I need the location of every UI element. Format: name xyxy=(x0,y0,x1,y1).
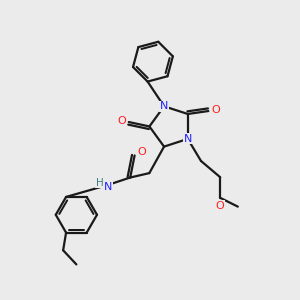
Text: N: N xyxy=(184,134,192,144)
Text: O: O xyxy=(212,106,220,116)
Text: O: O xyxy=(216,201,224,211)
Text: H: H xyxy=(96,178,104,188)
Text: O: O xyxy=(117,116,126,126)
Text: N: N xyxy=(160,101,168,111)
Text: N: N xyxy=(104,182,112,192)
Text: O: O xyxy=(138,148,146,158)
